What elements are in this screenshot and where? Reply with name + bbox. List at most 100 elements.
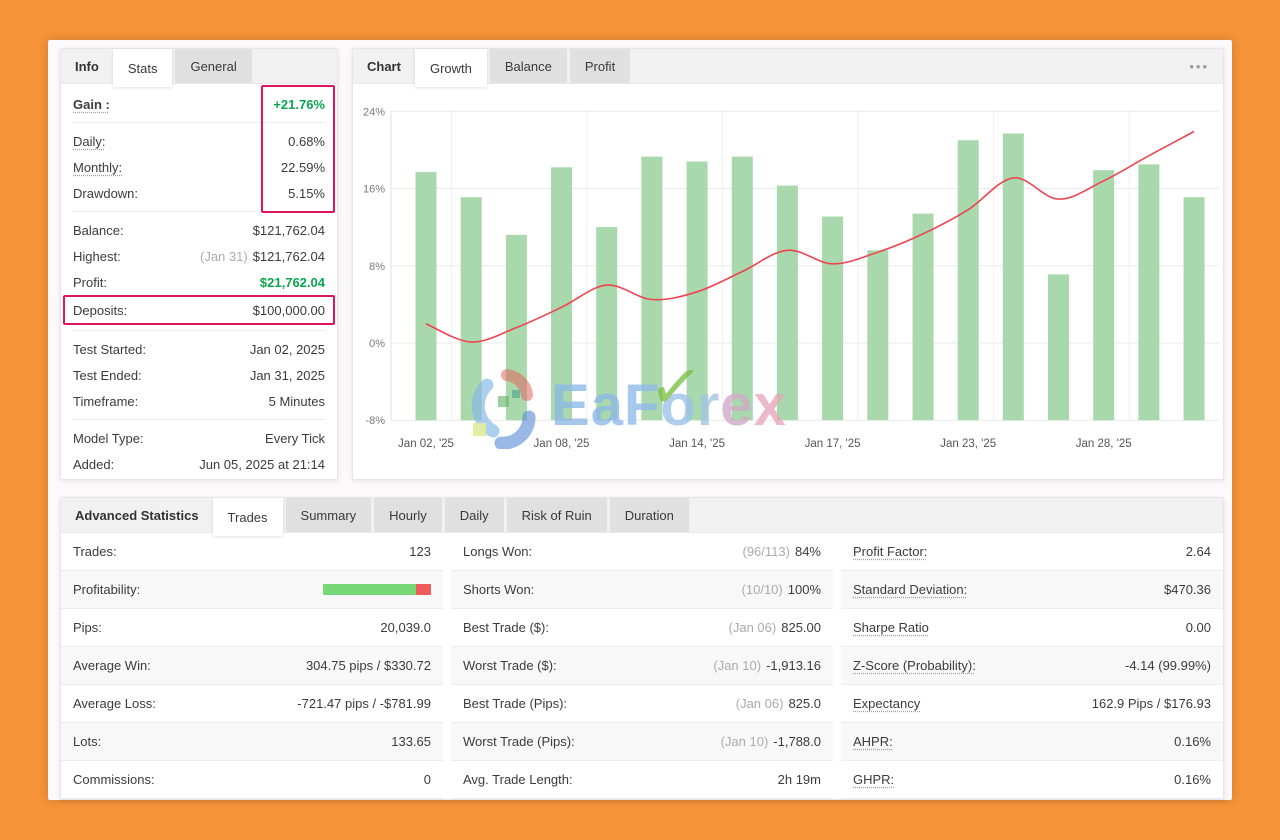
info-row-deposits: Deposits: $100,000.00	[63, 295, 335, 325]
info-tab-stats[interactable]: Stats	[112, 49, 173, 87]
info-group: Balance: $121,762.04 Highest: (Jan 31) $121,…	[63, 212, 335, 331]
info-stats-list: Gain : +21.76% Daily: 0.68% Monthly: 22.59% Dr…	[61, 84, 337, 482]
stat-value: 162.9 Pips / $176.93	[1092, 696, 1211, 711]
value-text: 100%	[787, 582, 821, 597]
stat-row-profitability: Profitability:	[61, 571, 443, 609]
stats-column-3: Profit Factor: 2.64 Standard Deviation: $47…	[841, 533, 1223, 799]
value-text: $21,762.04	[259, 274, 325, 290]
info-tabs: Stats General	[112, 49, 255, 87]
info-value: 5.15%	[288, 186, 325, 201]
y-axis-tick: 8%	[369, 261, 385, 273]
stats-tab-daily[interactable]: Daily	[444, 498, 504, 532]
chart-tabs: Growth Balance Profit	[414, 49, 633, 87]
stats-tabs: Trades Summary Hourly Daily Risk of Ruin Dura…	[212, 498, 692, 536]
stat-row-best-trade-pips: Best Trade (Pips): (Jan 06) 825.0	[451, 685, 833, 723]
daily-gain-bar	[867, 250, 889, 421]
info-label: Profit:	[73, 274, 107, 290]
stats-tab-summary[interactable]: Summary	[285, 498, 372, 532]
value-text: 0.16%	[1174, 772, 1211, 787]
chart-tab-profit[interactable]: Profit	[569, 49, 631, 83]
chart-panel-header: Chart Growth Balance Profit •••	[353, 49, 1223, 87]
value-prefix: (Jan 10)	[720, 734, 769, 749]
daily-gain-bar	[822, 216, 844, 421]
stat-value: (10/10) 100%	[742, 582, 821, 597]
chart-tab-growth[interactable]: Growth	[414, 49, 487, 87]
info-label: Deposits:	[73, 302, 128, 318]
info-label[interactable]: Monthly:	[73, 159, 123, 175]
stat-label: Trades:	[73, 544, 117, 559]
stat-label[interactable]: Profit Factor:	[853, 544, 928, 559]
stat-value: 20,039.0	[380, 620, 431, 635]
stats-tab-risk-of-ruin[interactable]: Risk of Ruin	[506, 498, 607, 532]
stat-label[interactable]: Sharpe Ratio	[853, 620, 929, 635]
stat-label[interactable]: Expectancy	[853, 696, 921, 711]
stats-tab-hourly[interactable]: Hourly	[374, 498, 442, 532]
info-value: $21,762.04	[260, 275, 325, 290]
stat-row-shorts-won: Shorts Won: (10/10) 100%	[451, 571, 833, 609]
stat-label[interactable]: Standard Deviation:	[853, 582, 968, 597]
chart-tab-balance[interactable]: Balance	[489, 49, 567, 83]
value-text: 0	[423, 772, 431, 787]
daily-gain-bar	[1093, 170, 1115, 421]
stat-row-sharpe-ratio: Sharpe Ratio 0.00	[841, 609, 1223, 647]
advanced-statistics-panel: Advanced Statistics Trades Summary Hourly D…	[60, 497, 1224, 800]
stat-row-average-loss: Average Loss: -721.47 pips / -$781.99	[61, 685, 443, 723]
info-value: 0.68%	[288, 134, 325, 149]
info-label: Highest:	[73, 248, 121, 264]
info-value: +21.76%	[273, 97, 325, 112]
stats-panel-header: Advanced Statistics Trades Summary Hourly D…	[61, 498, 1223, 536]
stat-label: Average Win:	[73, 658, 151, 673]
daily-gain-bar	[1048, 274, 1069, 421]
info-value: Jan 02, 2025	[250, 342, 325, 357]
value-text: -721.47 pips / -$781.99	[297, 696, 431, 711]
info-label[interactable]: Daily:	[73, 133, 106, 149]
value-text: 5.15%	[288, 185, 325, 201]
stat-value: -721.47 pips / -$781.99	[297, 696, 431, 711]
daily-gain-bar	[415, 172, 437, 421]
stat-label[interactable]: GHPR:	[853, 772, 895, 787]
stat-label: Worst Trade (Pips):	[463, 734, 575, 749]
stat-label[interactable]: Z-Score (Probability):	[853, 658, 976, 673]
stat-label: Shorts Won:	[463, 582, 535, 597]
info-row-gain: Gain : +21.76%	[73, 91, 325, 117]
x-axis-tick: Jan 28, '25	[1076, 438, 1132, 450]
stat-row-lots: Lots: 133.65	[61, 723, 443, 761]
stat-label: Longs Won:	[463, 544, 533, 559]
stat-label: Commissions:	[73, 772, 155, 787]
stat-label[interactable]: AHPR:	[853, 734, 893, 749]
info-row-daily: Daily: 0.68%	[73, 128, 325, 154]
stat-row-commissions: Commissions: 0	[61, 761, 443, 799]
stat-label: Best Trade ($):	[463, 620, 549, 635]
profitability-bar-loss	[415, 584, 431, 595]
value-prefix: (Jan 31)	[200, 248, 248, 264]
stat-label: Pips:	[73, 620, 102, 635]
stat-row-longs-won: Longs Won: (96/113) 84%	[451, 533, 833, 571]
growth-line	[425, 130, 1195, 343]
info-label: Test Ended:	[73, 367, 142, 383]
info-row-profit: Profit: $21,762.04	[73, 269, 325, 295]
value-text: $470.36	[1164, 582, 1211, 597]
chart-panel: Chart Growth Balance Profit ••• 24% 16% 8% 0%…	[352, 48, 1224, 480]
stats-panel-title: Advanced Statistics	[75, 507, 199, 523]
info-row-model-type: Model Type: Every Tick	[73, 425, 325, 451]
daily-gain-bar	[776, 185, 798, 421]
daily-gain-bar	[551, 167, 572, 421]
info-group: Test Started: Jan 02, 2025 Test Ended: Jan …	[73, 331, 325, 420]
statistics-table: Trades: 123 Profitability: Pips: 20,039.0 Ave…	[61, 533, 1223, 799]
stats-tab-duration[interactable]: Duration	[609, 498, 689, 532]
info-label[interactable]: Gain :	[73, 96, 110, 112]
y-axis-tick: 0%	[369, 338, 385, 350]
info-label: Timeframe:	[73, 393, 139, 409]
info-panel-header: Info Stats General	[61, 49, 337, 87]
stat-row-expectancy: Expectancy 162.9 Pips / $176.93	[841, 685, 1223, 723]
info-label: Drawdown:	[73, 185, 139, 201]
stat-value: -4.14 (99.99%)	[1125, 658, 1211, 673]
info-tab-general[interactable]: General	[175, 49, 252, 83]
daily-gain-bar	[912, 213, 934, 421]
stats-tab-trades[interactable]: Trades	[212, 498, 283, 536]
stats-column-2: Longs Won: (96/113) 84% Shorts Won: (10/10) 1…	[451, 533, 833, 799]
chart-menu-icon[interactable]: •••	[1189, 58, 1209, 74]
stat-row-trades: Trades: 123	[61, 533, 443, 571]
value-text: Jan 31, 2025	[249, 367, 325, 383]
